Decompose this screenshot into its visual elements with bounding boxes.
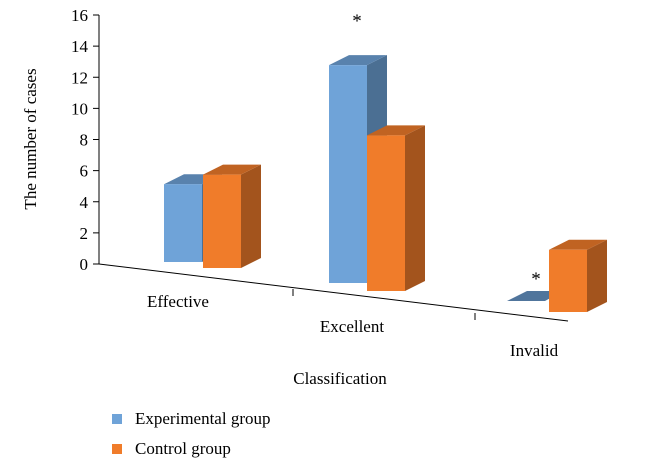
bar — [549, 239, 607, 312]
x-tick-label: Excellent — [320, 317, 384, 336]
x-tick-label: Effective — [147, 292, 209, 311]
legend-swatch-experimental — [112, 414, 122, 424]
bar-front — [164, 184, 202, 262]
bar — [367, 125, 425, 291]
bar-side — [405, 125, 425, 291]
bar-top — [203, 164, 261, 175]
bar-front — [203, 174, 241, 268]
bar-front — [329, 65, 367, 283]
y-tick-label: 0 — [80, 255, 89, 274]
legend-label-experimental: Experimental group — [135, 409, 271, 428]
significance-annotation: * — [352, 11, 362, 32]
significance-annotation: * — [531, 269, 541, 290]
y-tick-label: 6 — [80, 162, 89, 181]
bar-front — [367, 135, 405, 291]
bar-front — [549, 249, 587, 312]
x-axis-line — [98, 263, 569, 322]
bars — [164, 55, 607, 312]
y-tick-label: 10 — [71, 99, 88, 118]
bar-top — [549, 239, 607, 250]
bar-top — [329, 55, 387, 66]
legend-item-experimental: Experimental group — [112, 404, 271, 434]
y-tick-label: 16 — [71, 6, 88, 25]
x-axis-title: Classification — [293, 369, 387, 388]
y-tick-label: 8 — [80, 131, 89, 150]
bar-side — [587, 239, 607, 312]
bar-chart: 0 2 4 6 8 10 12 14 16 Effective Excellent Invalid * *… — [21, 6, 607, 388]
y-tick-label: 14 — [71, 37, 89, 56]
y-tick-label: 12 — [71, 68, 88, 87]
axis-labels: The number of cases Classification — [21, 68, 387, 388]
x-tick-label: Invalid — [510, 341, 559, 360]
legend: Experimental group Control group — [112, 404, 271, 464]
y-tick-label: 4 — [80, 193, 89, 212]
bar-top — [367, 125, 425, 136]
y-axis-title: The number of cases — [21, 68, 40, 209]
axes: 0 2 4 6 8 10 12 14 16 Effective Excellent Invalid * * — [71, 6, 569, 360]
bar — [203, 164, 261, 268]
legend-label-control: Control group — [135, 439, 231, 458]
bar-side — [241, 164, 261, 268]
legend-item-control: Control group — [112, 434, 271, 464]
legend-swatch-control — [112, 444, 122, 454]
y-tick-label: 2 — [80, 224, 89, 243]
